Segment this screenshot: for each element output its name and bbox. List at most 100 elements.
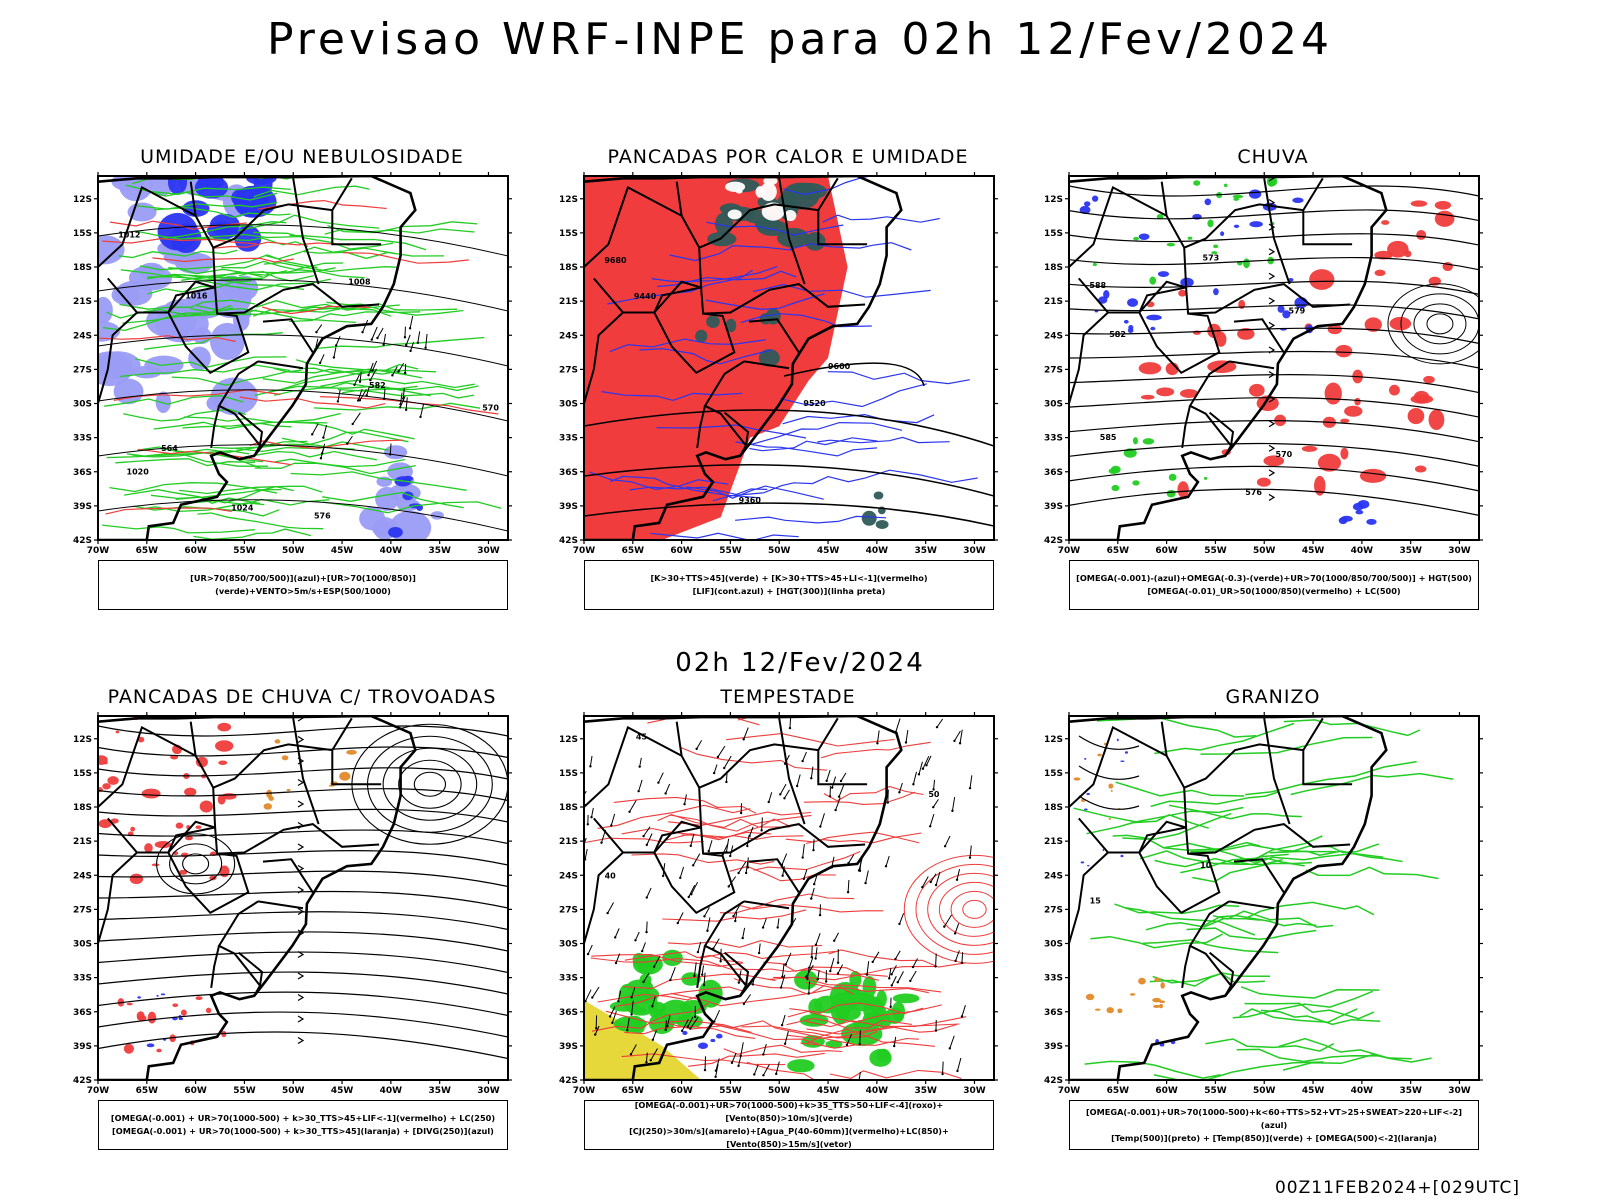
lat-tick-label: 39S <box>73 1042 92 1052</box>
map-frame <box>97 175 509 541</box>
lat-tick-label: 33S <box>1044 434 1063 444</box>
lat-tick-label: 18S <box>1044 803 1063 813</box>
state-border <box>696 405 706 449</box>
lat-tick-label: 12S <box>559 195 578 205</box>
lon-tick-label: 60W <box>184 546 207 556</box>
contour-label: 576 <box>314 511 331 520</box>
legend-caption-line: [OMEGA(-0.001) + UR>70(1000-500) + k>30_… <box>112 1126 494 1136</box>
lat-tick-label: 27S <box>1044 905 1063 915</box>
state-border <box>217 823 380 855</box>
lat-tick-label: 21S <box>73 297 92 307</box>
state-border <box>1069 851 1109 944</box>
panel-tempestade: TEMPESTADE 40 50 45 12S 15S 18S 21S 24S 27S 30S 33S… <box>548 686 1028 1186</box>
main-title: Previsao WRF-INPE para 02h 12/Fev/2024 <box>267 14 1333 65</box>
state-border <box>1160 181 1168 216</box>
lat-tick-label: 36S <box>73 1008 92 1018</box>
state-border <box>675 721 683 756</box>
lat-tick-label: 42S <box>73 536 92 546</box>
state-border <box>778 718 806 825</box>
panel-title: PANCADAS POR CALOR E UMIDADE <box>607 146 969 168</box>
state-border <box>1069 311 1109 404</box>
lon-tick-label: 60W <box>670 1086 693 1096</box>
state-border <box>1181 945 1191 989</box>
lat-tick-label: 24S <box>559 871 578 881</box>
lon-tick-label: 50W <box>282 1086 305 1096</box>
contour-label: 588 <box>1089 281 1106 290</box>
state-border <box>212 203 382 249</box>
lon-tick-label: 40W <box>1351 1086 1374 1096</box>
lat-tick-label: 12S <box>1044 735 1063 745</box>
lon-tick-label: 45W <box>1302 546 1325 556</box>
state-border <box>817 717 839 751</box>
lon-tick-label: 70W <box>573 546 596 556</box>
lon-tick-label: 35W <box>914 1086 937 1096</box>
lon-tick-label: 65W <box>622 1086 645 1096</box>
state-border <box>743 360 790 370</box>
state-border <box>743 900 790 910</box>
contour-label: 570 <box>1276 450 1293 459</box>
lon-tick-label: 70W <box>1058 546 1081 556</box>
lat-tick-label: 39S <box>73 502 92 512</box>
coastline <box>1069 716 1388 1080</box>
lon-tick-label: 65W <box>136 546 159 556</box>
lat-tick-label: 27S <box>1044 365 1063 375</box>
state-border <box>698 203 868 249</box>
state-border <box>653 280 736 375</box>
panel-title: TEMPESTADE <box>720 686 856 708</box>
contour-label: 1016 <box>185 291 208 300</box>
lat-tick-label: 27S <box>559 905 578 915</box>
lon-tick-label: 50W <box>768 1086 791 1096</box>
map-frame <box>1068 175 1480 541</box>
lat-tick-label: 15S <box>1044 229 1063 239</box>
state-border <box>189 721 197 756</box>
lat-tick-label: 24S <box>1044 331 1063 341</box>
lon-tick-label: 60W <box>1155 546 1178 556</box>
legend-caption: [OMEGA(-0.001) + UR>70(1000-500) + k>30_… <box>98 1100 508 1150</box>
lat-tick-label: 30S <box>559 400 578 410</box>
state-border <box>292 178 320 285</box>
state-border <box>696 945 706 989</box>
panel-trovoadas: PANCADAS DE CHUVA C/ TROVOADAS 12S 15S 18S 2… <box>62 686 542 1186</box>
lat-tick-label: 39S <box>559 1042 578 1052</box>
lon-tick-label: 55W <box>1204 1086 1227 1096</box>
lon-tick-label: 45W <box>1302 1086 1325 1096</box>
legend-caption-line: [UR>70(850/700/500)](azul)+[UR>70(1000/8… <box>190 573 416 596</box>
lat-tick-label: 30S <box>73 400 92 410</box>
lon-tick-label: 45W <box>817 1086 840 1096</box>
state-border <box>167 820 250 915</box>
state-border <box>1181 405 1191 449</box>
state-border <box>748 858 800 893</box>
panel-pancadas-calor: PANCADAS POR CALOR E UMIDADE 9680 9600 9520… <box>548 146 1028 646</box>
state-border <box>1233 318 1285 353</box>
legend-caption-line: [K>30+TTS>45](verde) + [K>30+TTS>45+LI<-… <box>650 573 928 583</box>
legend-caption-line: [OMEGA(-0.001)+UR>70(1000-500)+k>35_TTS>… <box>634 1100 944 1123</box>
contour-label: 9520 <box>803 399 826 408</box>
lat-tick-label: 12S <box>73 195 92 205</box>
map-plot: 9680 9600 9520 9440 9360 12S 15S 18S 21S 24S 27S 30… <box>559 172 998 556</box>
map-plot: 15 10 12S 15S 18S 21S 24S 27S 30S 33S 36S 39S 42S70W… <box>1044 712 1483 1096</box>
lat-tick-label: 24S <box>73 871 92 881</box>
panel-title: GRANIZO <box>1225 686 1321 708</box>
state-border <box>262 858 314 893</box>
state-border <box>237 951 264 997</box>
contour-label: 1008 <box>348 277 371 286</box>
contour-label: 9360 <box>739 496 762 505</box>
contour-label: 576 <box>1245 488 1262 497</box>
state-border <box>1208 411 1235 457</box>
state-border <box>1233 858 1285 893</box>
state-border <box>723 951 750 997</box>
state-border <box>210 945 220 989</box>
lon-tick-label: 50W <box>1253 1086 1276 1096</box>
map-plot: 588 585 582 579 576 573 570 12S 15S 18S 21S 24S 27S 3… <box>1044 172 1483 556</box>
panel-umidade: UMIDADE E/OU NEBULOSIDADE 1012 1016 1020 100… <box>62 146 542 646</box>
legend-caption-line: [LIF](cont.azul) + [HGT(300)](linha pret… <box>692 586 886 596</box>
lat-tick-label: 27S <box>73 905 92 915</box>
lon-tick-label: 45W <box>331 1086 354 1096</box>
state-border <box>748 318 800 353</box>
map-frame <box>97 715 509 1081</box>
lon-tick-label: 30W <box>963 546 986 556</box>
contour-label: 573 <box>1203 253 1220 262</box>
lat-tick-label: 21S <box>1044 297 1063 307</box>
map-frame <box>1068 715 1480 1081</box>
lat-tick-label: 15S <box>1044 769 1063 779</box>
